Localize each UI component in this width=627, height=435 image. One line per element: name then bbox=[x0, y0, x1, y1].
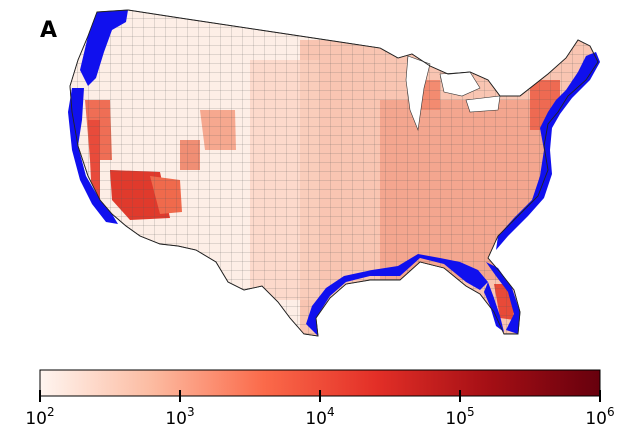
colorbar-tick-label: 106 bbox=[585, 405, 614, 429]
colorbar-tick-label: 105 bbox=[445, 405, 474, 429]
colorbar-tick-label: 102 bbox=[25, 405, 54, 429]
county-fills bbox=[60, 0, 620, 350]
colorbar-tick-label: 104 bbox=[305, 405, 334, 429]
colorbar: 102 103 104 105 106 bbox=[0, 360, 627, 435]
us-county-map bbox=[0, 0, 627, 350]
colorbar-tick-label: 103 bbox=[165, 405, 194, 429]
